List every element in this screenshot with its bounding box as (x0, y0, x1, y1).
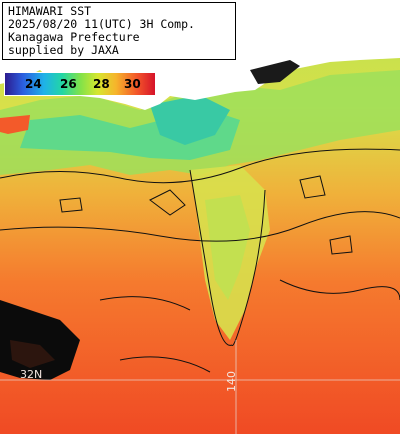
longitude-label: 140 (225, 371, 238, 392)
legend-tick-28: 28 (93, 77, 110, 91)
caption-credit: supplied by JAXA (8, 43, 119, 57)
cloud-edge (10, 340, 55, 368)
caption-timestamp: 2025/08/20 11(UTC) 3H Comp. (8, 17, 195, 31)
legend-tick-26: 26 (60, 77, 77, 91)
latitude-label: 32N (20, 368, 43, 381)
color-legend: 24 26 28 30 (4, 72, 156, 96)
caption-region: Kanagawa Prefecture (8, 30, 140, 44)
cool-tongue-core (205, 195, 250, 300)
legend-tick-24: 24 (25, 77, 42, 91)
graticule (0, 340, 400, 434)
caption-box: HIMAWARI SST 2025/08/20 11(UTC) 3H Comp.… (2, 2, 236, 60)
legend-tick-30: 30 (124, 77, 141, 91)
isotherm-contours (0, 148, 400, 373)
coastal-cloud (250, 60, 300, 84)
inlet-warm (0, 115, 30, 134)
caption-title: HIMAWARI SST (8, 4, 92, 18)
bay-cool-water (150, 95, 230, 145)
